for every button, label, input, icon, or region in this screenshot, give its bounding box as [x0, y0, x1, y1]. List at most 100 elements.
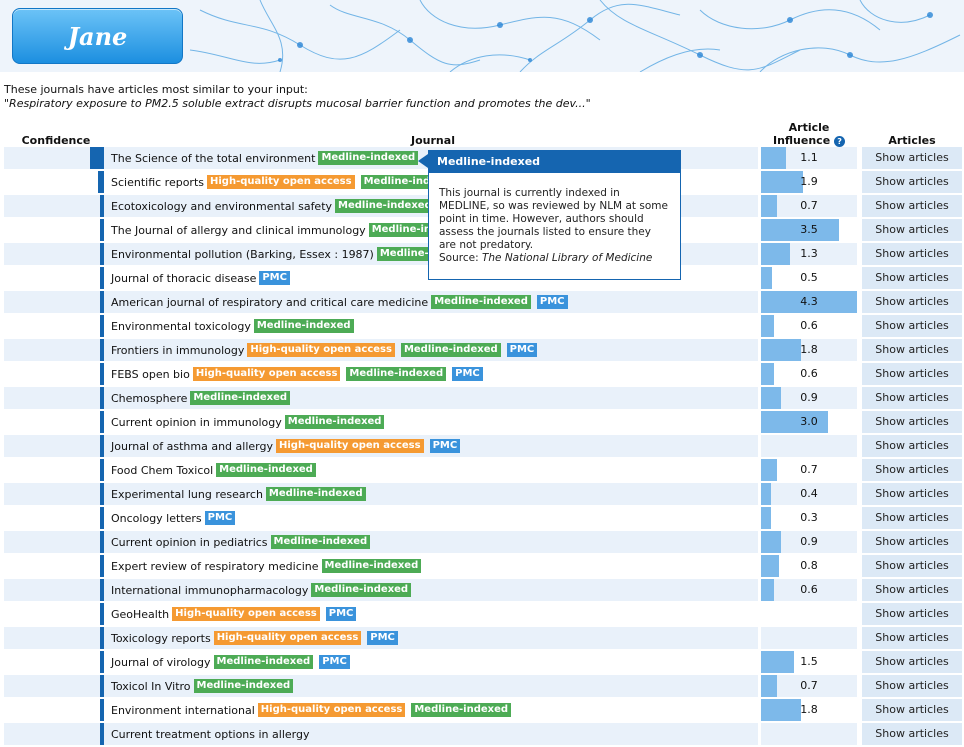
tooltip-arrow — [418, 154, 428, 168]
hq-badge[interactable]: High-quality open access — [247, 343, 395, 357]
show-articles-button[interactable]: Show articles — [862, 723, 962, 745]
journal-name: Journal of asthma and allergy — [111, 439, 273, 453]
medline-badge[interactable]: Medline-indexed — [400, 343, 501, 357]
results-intro: These journals have articles most simila… — [4, 83, 591, 111]
show-articles-button[interactable]: Show articles — [862, 339, 962, 361]
table-row: American journal of respiratory and crit… — [4, 291, 962, 313]
table-row: Expert review of respiratory medicine Med… — [4, 555, 962, 577]
hq-badge[interactable]: High-quality open access — [213, 631, 362, 645]
medline-badge[interactable]: Medline-indexed — [270, 535, 371, 549]
show-articles-button[interactable]: Show articles — [862, 555, 962, 577]
medline-badge[interactable]: Medline-indexed — [213, 655, 314, 669]
medline-badge[interactable]: Medline-indexed — [335, 199, 435, 213]
journal-cell: Experimental lung research Medline-indexe… — [111, 483, 372, 505]
influence-value: 1.9 — [800, 175, 818, 188]
show-articles-button[interactable]: Show articles — [862, 219, 962, 241]
influence-value: 0.6 — [800, 319, 818, 332]
journal-cell: Journal of asthma and allergy High-qualit… — [111, 435, 466, 457]
show-articles-button[interactable]: Show articles — [862, 579, 962, 601]
medline-badge[interactable]: Medline-indexed — [318, 151, 419, 165]
confidence-bar — [100, 459, 104, 481]
show-articles-button[interactable]: Show articles — [862, 531, 962, 553]
hq-badge[interactable]: High-quality open access — [172, 607, 320, 621]
row-background — [4, 291, 758, 313]
table-row: Current opinion in pediatrics Medline-ind… — [4, 531, 962, 553]
influence-value: 0.7 — [800, 463, 818, 476]
pmc-badge[interactable]: PMC — [204, 511, 236, 525]
show-articles-button[interactable]: Show articles — [862, 195, 962, 217]
journal-name: American journal of respiratory and crit… — [111, 295, 429, 309]
show-articles-button[interactable]: Show articles — [862, 459, 962, 481]
influence-value: 3.0 — [800, 415, 818, 428]
show-articles-button[interactable]: Show articles — [862, 651, 962, 673]
show-articles-button[interactable]: Show articles — [862, 387, 962, 409]
medline-badge[interactable]: Medline-indexed — [265, 487, 366, 501]
influence-cell: 0.4 — [761, 483, 857, 505]
pmc-badge[interactable]: PMC — [506, 343, 538, 357]
show-articles-button[interactable]: Show articles — [862, 171, 962, 193]
show-articles-button[interactable]: Show articles — [862, 435, 962, 457]
medline-badge[interactable]: Medline-indexed — [411, 703, 512, 717]
journal-cell: Expert review of respiratory medicine Med… — [111, 555, 427, 577]
influence-bar — [761, 459, 777, 481]
pmc-badge[interactable]: PMC — [536, 295, 568, 309]
pmc-badge[interactable]: PMC — [259, 271, 290, 285]
journal-cell: Journal of virology Medline-indexed PMC — [111, 651, 356, 673]
jane-logo-button[interactable]: Jane — [12, 8, 183, 64]
show-articles-button[interactable]: Show articles — [862, 411, 962, 433]
medline-badge[interactable]: Medline-indexed — [346, 367, 447, 381]
hq-badge[interactable]: High-quality open access — [257, 703, 406, 717]
pmc-badge[interactable]: PMC — [452, 367, 483, 381]
show-articles-button[interactable]: Show articles — [862, 603, 962, 625]
help-icon[interactable]: ? — [834, 135, 846, 147]
confidence-bar — [100, 435, 104, 457]
confidence-bar — [100, 195, 104, 217]
show-articles-button[interactable]: Show articles — [862, 627, 962, 649]
pmc-badge[interactable]: PMC — [319, 655, 350, 669]
show-articles-button[interactable]: Show articles — [862, 675, 962, 697]
influence-bar — [761, 555, 779, 577]
pmc-badge[interactable]: PMC — [429, 439, 461, 453]
medline-badge[interactable]: Medline-indexed — [216, 463, 316, 477]
show-articles-button[interactable]: Show articles — [862, 315, 962, 337]
hq-badge[interactable]: High-quality open access — [275, 439, 424, 453]
show-articles-button[interactable]: Show articles — [862, 363, 962, 385]
journal-name: Frontiers in immunology — [111, 343, 245, 357]
show-articles-button[interactable]: Show articles — [862, 291, 962, 313]
journal-cell: Toxicol In Vitro Medline-indexed — [111, 675, 299, 697]
medline-badge[interactable]: Medline-indexed — [193, 679, 294, 693]
table-row: Food Chem Toxicol Medline-indexed 0.7 Show … — [4, 459, 962, 481]
show-articles-button[interactable]: Show articles — [862, 483, 962, 505]
pmc-badge[interactable]: PMC — [367, 631, 398, 645]
influence-cell — [761, 603, 857, 625]
medline-badge[interactable]: Medline-indexed — [321, 559, 422, 573]
medline-badge[interactable]: Medline-indexed — [284, 415, 385, 429]
influence-cell: 1.5 — [761, 651, 857, 673]
show-articles-button[interactable]: Show articles — [862, 507, 962, 529]
table-row: Journal of virology Medline-indexed PMC 1.5… — [4, 651, 962, 673]
pmc-badge[interactable]: PMC — [325, 607, 357, 621]
journal-header: Journal — [411, 134, 455, 147]
influence-bar — [761, 315, 775, 337]
show-articles-button[interactable]: Show articles — [862, 243, 962, 265]
table-row: International immunopharmacology Medline-… — [4, 579, 962, 601]
show-articles-button[interactable]: Show articles — [862, 147, 962, 169]
medline-tooltip: Medline-indexed This journal is currentl… — [428, 150, 681, 280]
show-articles-button[interactable]: Show articles — [862, 699, 962, 721]
influence-bar — [761, 147, 786, 169]
hq-badge[interactable]: High-quality open access — [192, 367, 341, 381]
journal-cell: Frontiers in immunology High-quality open… — [111, 339, 543, 361]
hq-badge[interactable]: High-quality open access — [207, 175, 355, 189]
journal-name: Journal of virology — [111, 655, 211, 669]
influence-bar — [761, 651, 795, 673]
journal-name: Current opinion in immunology — [111, 415, 282, 429]
medline-badge[interactable]: Medline-indexed — [253, 319, 354, 333]
confidence-bar — [100, 675, 104, 697]
medline-badge[interactable]: Medline-indexed — [311, 583, 412, 597]
confidence-bar — [100, 219, 104, 241]
medline-badge[interactable]: Medline-indexed — [431, 295, 531, 309]
medline-badge[interactable]: Medline-indexed — [190, 391, 291, 405]
influence-cell: 1.8 — [761, 339, 857, 361]
show-articles-button[interactable]: Show articles — [862, 267, 962, 289]
influence-value: 1.5 — [800, 655, 818, 668]
